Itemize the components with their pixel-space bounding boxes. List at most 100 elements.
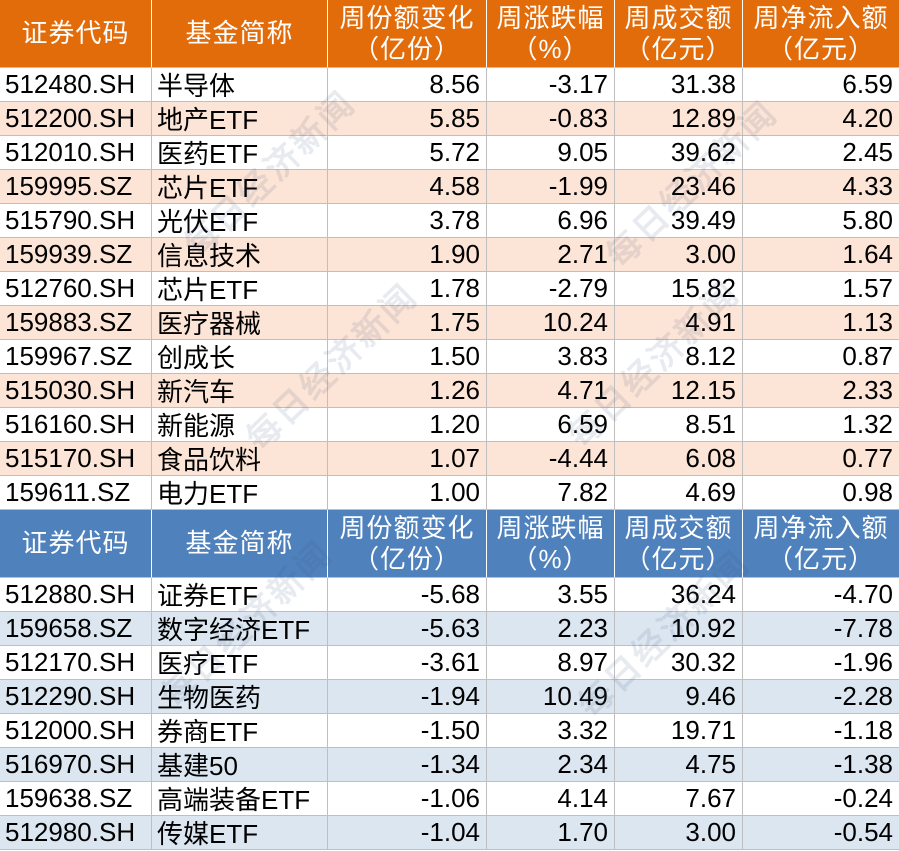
code-cell: 512010.SH (0, 136, 152, 170)
code-cell: 159611.SZ (0, 476, 152, 510)
share-change-cell: 3.78 (328, 204, 487, 238)
pct-change-cell: 2.71 (487, 238, 615, 272)
fund-name-cell: 地产ETF (152, 102, 328, 136)
pct-change-cell: 7.82 (487, 476, 615, 510)
code-cell: 159638.SZ (0, 782, 152, 816)
turnover-cell: 3.00 (615, 816, 743, 850)
fund-name-cell: 芯片ETF (152, 272, 328, 306)
turnover-cell: 31.38 (615, 68, 743, 102)
code-cell: 512880.SH (0, 578, 152, 612)
fund-name-cell: 食品饮料 (152, 442, 328, 476)
code-cell: 512200.SH (0, 102, 152, 136)
header-net-inflow-label: 周净流入额 (753, 512, 889, 543)
pct-change-cell: -4.44 (487, 442, 615, 476)
pct-change-cell: -0.83 (487, 102, 615, 136)
net-inflow-cell: 1.64 (743, 238, 899, 272)
turnover-cell: 36.24 (615, 578, 743, 612)
fund-name-cell: 数字经济ETF (152, 612, 328, 646)
fund-name-cell: 信息技术 (152, 238, 328, 272)
turnover-cell: 12.89 (615, 102, 743, 136)
pct-change-cell: 4.14 (487, 782, 615, 816)
header-share-change-unit: （亿份） (352, 33, 461, 64)
share-change-cell: -1.94 (328, 680, 487, 714)
header-pct-change-label: 周涨跌幅 (496, 512, 605, 543)
share-change-cell: 8.56 (328, 68, 487, 102)
pct-change-cell: 10.49 (487, 680, 615, 714)
code-cell: 159939.SZ (0, 238, 152, 272)
header-turnover-unit: （亿元） (624, 33, 733, 64)
fund-name-cell: 半导体 (152, 68, 328, 102)
fund-name-cell: 传媒ETF (152, 816, 328, 850)
share-change-cell: -5.68 (328, 578, 487, 612)
code-cell: 515030.SH (0, 374, 152, 408)
header-pct-change: 周涨跌幅 （%） (487, 0, 615, 68)
turnover-cell: 6.08 (615, 442, 743, 476)
header-turnover: 周成交额 （亿元） (615, 0, 743, 68)
net-inflow-cell: 2.33 (743, 374, 899, 408)
share-change-cell: 1.90 (328, 238, 487, 272)
share-change-cell: 1.20 (328, 408, 487, 442)
share-change-cell: -1.04 (328, 816, 487, 850)
header-fund-name-label: 基金简称 (185, 18, 294, 48)
header-share-change: 周份额变化 （亿份） (328, 510, 487, 578)
bottom-table: 证券代码 基金简称 周份额变化 （亿份） 周涨跌幅 （%） 周成交额 （亿元） … (0, 510, 899, 850)
pct-change-cell: 3.55 (487, 578, 615, 612)
header-share-change-label: 周份额变化 (339, 512, 475, 543)
pct-change-cell: 6.59 (487, 408, 615, 442)
turnover-cell: 8.12 (615, 340, 743, 374)
header-net-inflow: 周净流入额 （亿元） (743, 510, 899, 578)
header-fund-name: 基金简称 (152, 0, 328, 68)
pct-change-cell: -2.79 (487, 272, 615, 306)
header-pct-change-label: 周涨跌幅 (496, 2, 605, 33)
fund-name-cell: 生物医药 (152, 680, 328, 714)
net-inflow-cell: 1.57 (743, 272, 899, 306)
net-inflow-cell: 0.77 (743, 442, 899, 476)
pct-change-cell: 9.05 (487, 136, 615, 170)
pct-change-cell: 4.71 (487, 374, 615, 408)
fund-name-cell: 新汽车 (152, 374, 328, 408)
net-inflow-cell: -0.24 (743, 782, 899, 816)
fund-name-cell: 新能源 (152, 408, 328, 442)
turnover-cell: 15.82 (615, 272, 743, 306)
code-cell: 515790.SH (0, 204, 152, 238)
net-inflow-cell: -7.78 (743, 612, 899, 646)
header-net-inflow-unit: （亿元） (766, 33, 875, 64)
header-turnover: 周成交额 （亿元） (615, 510, 743, 578)
share-change-cell: 1.78 (328, 272, 487, 306)
code-cell: 159658.SZ (0, 612, 152, 646)
fund-name-cell: 基建50 (152, 748, 328, 782)
net-inflow-cell: 4.33 (743, 170, 899, 204)
net-inflow-cell: 2.45 (743, 136, 899, 170)
header-code: 证券代码 (0, 510, 152, 578)
header-fund-name-label: 基金简称 (185, 528, 294, 558)
pct-change-cell: 1.70 (487, 816, 615, 850)
code-cell: 512480.SH (0, 68, 152, 102)
code-cell: 512290.SH (0, 680, 152, 714)
header-code-label: 证券代码 (21, 18, 130, 48)
turnover-cell: 39.62 (615, 136, 743, 170)
code-cell: 512000.SH (0, 714, 152, 748)
header-share-change-unit: （亿份） (352, 543, 461, 574)
net-inflow-cell: 0.98 (743, 476, 899, 510)
header-net-inflow: 周净流入额 （亿元） (743, 0, 899, 68)
pct-change-cell: 3.83 (487, 340, 615, 374)
code-cell: 512170.SH (0, 646, 152, 680)
share-change-cell: -1.06 (328, 782, 487, 816)
header-net-inflow-unit: （亿元） (766, 543, 875, 574)
turnover-cell: 23.46 (615, 170, 743, 204)
net-inflow-cell: -4.70 (743, 578, 899, 612)
share-change-cell: -1.50 (328, 714, 487, 748)
pct-change-cell: 6.96 (487, 204, 615, 238)
turnover-cell: 30.32 (615, 646, 743, 680)
pct-change-cell: 10.24 (487, 306, 615, 340)
code-cell: 159883.SZ (0, 306, 152, 340)
header-pct-change-unit: （%） (511, 33, 590, 64)
header-share-change-label: 周份额变化 (339, 2, 475, 33)
fund-name-cell: 医疗ETF (152, 646, 328, 680)
code-cell: 515170.SH (0, 442, 152, 476)
pct-change-cell: 2.34 (487, 748, 615, 782)
code-cell: 516160.SH (0, 408, 152, 442)
fund-name-cell: 芯片ETF (152, 170, 328, 204)
share-change-cell: -3.61 (328, 646, 487, 680)
